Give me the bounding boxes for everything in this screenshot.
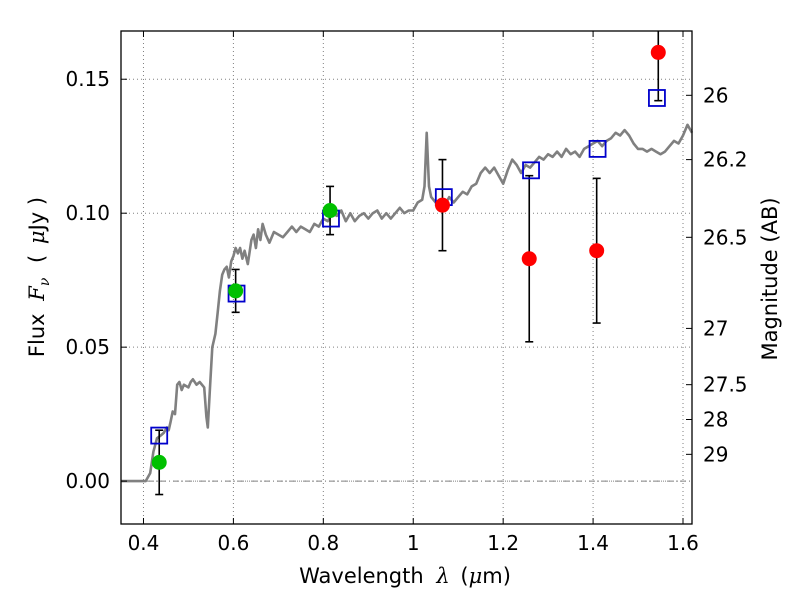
x-axis-label: Wavelength λ (μm) xyxy=(299,564,511,588)
red-data-point xyxy=(521,251,537,267)
red-data-point xyxy=(650,44,666,60)
axis-ticks: 0.4 0.6 0.8 1 1.2 1.4 1.6 0.00 0.05 0.10 0.15 26 26.… xyxy=(65,31,748,555)
x-axis-label-unit-open: ( xyxy=(460,564,468,588)
y2-tick-label: 27 xyxy=(703,316,728,340)
y-axis-label: Flux Fν ( μJy ) xyxy=(25,197,54,357)
y-tick-label: 0.10 xyxy=(65,201,110,225)
model-square-marker xyxy=(522,161,540,180)
y-axis-label-unit-symbol: μ xyxy=(25,230,49,244)
y-tick-label: 0.00 xyxy=(65,469,110,493)
x-tick-label: 0.4 xyxy=(128,531,160,555)
y2-tick-label: 26.5 xyxy=(703,225,748,249)
model-square-marker xyxy=(648,89,666,107)
model-spectrum-line xyxy=(121,123,694,483)
green-data-point xyxy=(322,203,338,219)
green-data-point xyxy=(151,454,167,470)
y2-tick-label: 26 xyxy=(703,83,728,107)
x-tick-label: 0.6 xyxy=(217,531,249,555)
y2-tick-label: 29 xyxy=(703,442,728,466)
observed-points xyxy=(151,44,666,470)
x-tick-label: 0.8 xyxy=(307,531,339,555)
x-tick-label: 1 xyxy=(407,531,420,555)
grid-lines xyxy=(121,31,692,524)
x-tick-label: 1.6 xyxy=(667,531,699,555)
y2-tick-label: 26.2 xyxy=(703,148,748,172)
model-band-squares xyxy=(150,89,666,445)
x-tick-label: 1.2 xyxy=(487,531,519,555)
y-axis-label-symbol: F xyxy=(25,285,49,302)
plot-frame xyxy=(120,30,693,525)
y-axis-label-unit-open: ( xyxy=(25,255,49,263)
y-tick-label: 0.05 xyxy=(65,335,110,359)
model-square-marker xyxy=(150,426,169,445)
x-axis-label-unit-rest: m) xyxy=(482,564,511,588)
y-axis-label-unit-rest: Jy ) xyxy=(25,197,49,233)
y-tick-label: 0.15 xyxy=(65,67,110,91)
y-axis-label-main: Flux xyxy=(25,313,49,357)
red-data-point xyxy=(434,197,450,213)
x-axis-label-unit-symbol: μ xyxy=(469,564,483,588)
x-tick-label: 1.4 xyxy=(577,531,609,555)
y-axis-label-subscript: ν xyxy=(37,277,53,286)
x-axis-label-symbol: λ xyxy=(435,564,449,588)
y2-tick-label: 28 xyxy=(703,408,728,432)
x-axis-label-main: Wavelength xyxy=(299,564,424,588)
green-data-point xyxy=(228,283,244,299)
model-square-marker xyxy=(588,139,607,158)
y2-tick-label: 27.5 xyxy=(703,373,748,397)
y2-axis-label: Magnitude (AB) xyxy=(758,197,782,360)
red-data-point xyxy=(589,243,605,259)
